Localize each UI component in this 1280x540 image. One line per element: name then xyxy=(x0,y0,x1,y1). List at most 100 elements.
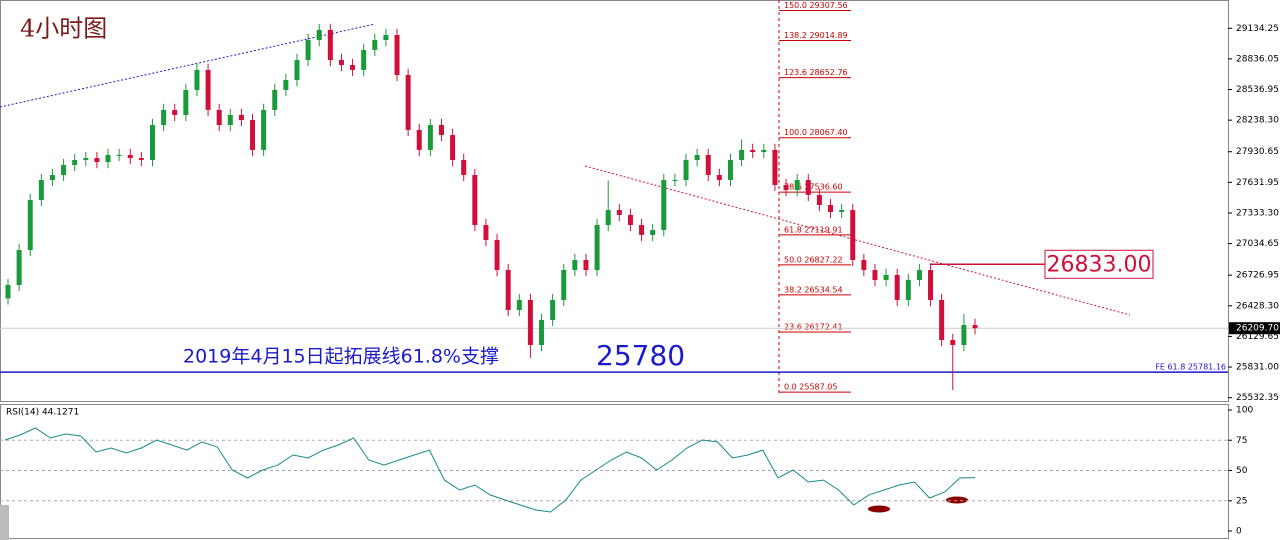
candle-body xyxy=(772,149,778,186)
candle-body xyxy=(172,109,178,115)
candle-body xyxy=(483,225,489,240)
candle-body xyxy=(472,174,478,226)
candle-body xyxy=(183,89,189,115)
candle-body xyxy=(49,174,55,180)
candle-body xyxy=(805,179,811,195)
fib-label: 0.0 25587.05 xyxy=(784,383,837,392)
candle-body xyxy=(505,270,511,311)
candle-body xyxy=(905,279,911,300)
candle-body xyxy=(116,154,122,156)
candle-body xyxy=(216,109,222,126)
candle-body xyxy=(383,34,389,40)
highlight xyxy=(868,505,890,513)
candle-body xyxy=(705,154,711,175)
candle-body xyxy=(427,125,433,150)
candle-body xyxy=(828,205,834,212)
rsi-line xyxy=(4,427,976,513)
candle-body xyxy=(272,89,278,110)
candle-body xyxy=(161,109,167,126)
fib-label: 61.8 27119.91 xyxy=(784,225,843,234)
trend-line xyxy=(0,23,376,108)
candle-body xyxy=(916,270,922,280)
y-tick-label: 100 xyxy=(1236,406,1253,416)
candle-body xyxy=(316,29,322,40)
candle-body xyxy=(950,339,956,346)
fib-label: 78.6 27536.60 xyxy=(784,183,843,192)
candle-body xyxy=(38,179,44,200)
candle-body xyxy=(783,185,789,191)
y-tick-label: 26428.30 xyxy=(1236,301,1279,311)
candle-body xyxy=(761,149,767,152)
candle-body xyxy=(327,29,333,60)
candle-body xyxy=(261,109,267,150)
y-tick-label: 28836.05 xyxy=(1236,54,1279,64)
candle-body xyxy=(550,299,556,320)
candle-body xyxy=(816,194,822,206)
candle-body xyxy=(205,69,211,110)
candle-body xyxy=(27,199,33,251)
candle-body xyxy=(627,214,633,226)
chart-title: 4小时图 xyxy=(20,15,107,43)
annotation: 25780 xyxy=(596,339,685,372)
scroll-handle xyxy=(0,505,9,540)
y-tick-label: 27034.65 xyxy=(1236,239,1279,249)
candle-body xyxy=(149,125,155,160)
fib-label: 100.0 28067.40 xyxy=(784,128,848,137)
candle-body xyxy=(750,149,756,152)
fe-label: FE 61.8 25781.16 xyxy=(1155,363,1226,372)
highlight xyxy=(946,496,968,504)
candle-body xyxy=(872,270,878,280)
candle-body xyxy=(939,299,945,340)
fib-label: 138.2 29014.89 xyxy=(784,31,848,40)
resistance-label: 26833.00 xyxy=(1047,252,1152,277)
candle-body xyxy=(883,274,889,280)
candle-body xyxy=(461,159,467,175)
y-tick-label: 29134.25 xyxy=(1236,24,1279,34)
candle-body xyxy=(561,270,567,300)
candle-body xyxy=(194,69,200,90)
candle-body xyxy=(650,230,656,235)
candle-body xyxy=(438,125,444,135)
candle-body xyxy=(794,179,800,191)
candle-body xyxy=(394,34,400,75)
candle-body xyxy=(5,285,11,299)
y-tick-label: 28536.95 xyxy=(1236,85,1279,95)
candle-body xyxy=(338,59,344,66)
candle-body xyxy=(405,74,411,130)
resistance-box xyxy=(1044,249,1154,279)
y-tick-label: 27333.30 xyxy=(1236,208,1279,218)
candle-body xyxy=(661,179,667,231)
candle-body xyxy=(227,114,233,126)
candle-body xyxy=(305,39,311,60)
candle-body xyxy=(416,129,422,150)
candle-body xyxy=(539,319,545,346)
candle-body xyxy=(850,210,856,260)
rsi-title: RSI(14) 44.1271 xyxy=(6,408,79,418)
candle-body xyxy=(928,270,934,300)
fib-label: 50.0 26827.22 xyxy=(784,255,843,264)
y-tick-label: 27631.95 xyxy=(1236,178,1279,188)
candle-body xyxy=(361,49,367,70)
fib-label: 23.6 26172.41 xyxy=(784,323,843,332)
candle-body xyxy=(516,299,522,311)
candle-body xyxy=(739,149,745,160)
y-tick-label: 75 xyxy=(1236,436,1247,446)
candle-body xyxy=(861,259,867,271)
rsi-panel xyxy=(0,404,1229,539)
candle-body xyxy=(594,225,600,271)
candle-body xyxy=(527,299,533,346)
candle-body xyxy=(16,250,22,286)
candle-body xyxy=(572,259,578,271)
candle-body xyxy=(372,39,378,50)
candle-body xyxy=(72,159,78,166)
y-tick-label: 28238.30 xyxy=(1236,116,1279,126)
candle-body xyxy=(683,159,689,180)
candle-body xyxy=(894,274,900,300)
y-tick-label: 26129.65 xyxy=(1236,332,1279,342)
candle-body xyxy=(494,239,500,271)
y-tick-label: 25831.00 xyxy=(1236,363,1279,373)
fib-label: 38.2 26534.54 xyxy=(784,285,843,294)
current-price-label: 26209.70 xyxy=(1236,324,1279,334)
candle-body xyxy=(972,325,978,329)
y-tick-label: 25532.35 xyxy=(1236,393,1279,403)
